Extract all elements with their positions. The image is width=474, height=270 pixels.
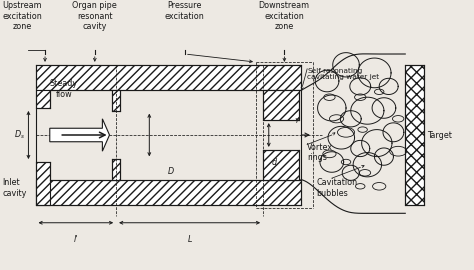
Polygon shape (36, 180, 301, 205)
Text: Self-resonating
cavitating water jet: Self-resonating cavitating water jet (307, 68, 379, 80)
Text: Downstream
excitation
zone: Downstream excitation zone (258, 1, 310, 31)
Polygon shape (263, 90, 299, 120)
Text: Inlet
cavity: Inlet cavity (2, 178, 27, 198)
Polygon shape (405, 65, 424, 205)
Text: d: d (272, 158, 276, 167)
Text: Target: Target (427, 130, 451, 140)
Text: Steady
flow: Steady flow (50, 79, 78, 99)
Polygon shape (36, 65, 301, 90)
Text: γ: γ (294, 117, 299, 123)
Polygon shape (36, 162, 50, 205)
Text: $D_s$: $D_s$ (14, 129, 25, 141)
Polygon shape (112, 90, 120, 111)
Text: Cavitation
bubbles: Cavitation bubbles (317, 178, 358, 198)
Text: Upstream
excitation
zone: Upstream excitation zone (2, 1, 42, 31)
Polygon shape (112, 159, 120, 180)
Text: l': l' (73, 235, 78, 244)
Polygon shape (50, 119, 109, 151)
Polygon shape (263, 150, 299, 180)
Text: L: L (187, 235, 192, 244)
Polygon shape (36, 90, 50, 108)
Text: Vortex
rings: Vortex rings (307, 143, 333, 163)
Text: Pressure
excitation: Pressure excitation (165, 1, 205, 21)
Text: D: D (168, 167, 173, 176)
Text: Organ pipe
resonant
cavity: Organ pipe resonant cavity (73, 1, 117, 31)
